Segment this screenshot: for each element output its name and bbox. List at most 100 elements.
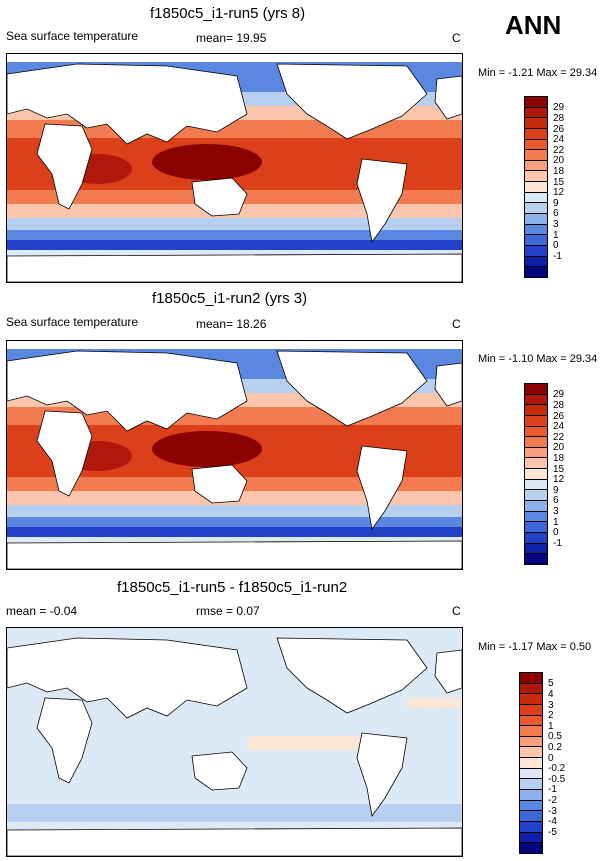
panel3-swatch: [520, 758, 542, 769]
panel1-swatch: [525, 118, 547, 129]
season-label: ANN: [505, 10, 562, 40]
panel1-tick: 0: [553, 240, 559, 251]
diff-southern-cool: [7, 804, 462, 822]
antarctica-land: [7, 540, 462, 569]
panel1-mean-label: mean= 19.95: [196, 31, 267, 45]
panel3-tick: 0.2: [548, 742, 562, 753]
europe-west-land: [434, 75, 462, 120]
panel1-swatch: [525, 107, 547, 119]
panel2-swatch: [525, 501, 547, 512]
africa-land: [36, 697, 93, 784]
panel1-swatch: [525, 160, 547, 172]
panel3-tick: 2: [548, 710, 554, 721]
panel3-tick: 0.5: [548, 731, 562, 742]
panel1-minmax: Min = -1.21 Max = 29.34: [478, 67, 598, 79]
panel3-title: f1850c5_i1-run5 - f1850c5_i1-run2: [117, 579, 348, 596]
panel1-swatch: [525, 150, 547, 161]
panel1-units: C: [452, 31, 461, 45]
panel2-tick: 29: [553, 389, 565, 400]
panel2-minmax: Min = -1.10 Max = 29.34: [478, 353, 598, 365]
panel2-tick: 15: [553, 464, 565, 475]
warm-pool: [152, 144, 262, 180]
panel2-tick: 0: [553, 527, 559, 538]
panel3-colorbar: [519, 672, 543, 854]
panel3-tick: 1: [548, 721, 554, 732]
panel3-tick: -5: [548, 827, 557, 838]
panel2-variable-label: Sea surface temperature: [6, 315, 139, 329]
panel3-tick: -1: [548, 784, 557, 795]
panel1-tick: 15: [553, 177, 565, 188]
band-antarctic-edge: [7, 250, 462, 256]
north-america-land: [276, 63, 428, 140]
diff-atlantic-warm: [407, 698, 462, 708]
panel1-tick: 22: [553, 145, 565, 156]
panel2-tick: 6: [553, 495, 559, 506]
panel2-swatch: [525, 458, 547, 470]
panel1-tick: 26: [553, 124, 565, 135]
panel1-tick: 24: [553, 134, 565, 145]
panel3-swatch: [520, 821, 542, 833]
panel3-tick: 4: [548, 689, 554, 700]
panel3-swatch: [520, 790, 542, 801]
band-cold-s: [7, 230, 462, 240]
panel1-swatch: [525, 267, 547, 277]
panel1-swatch: [525, 182, 547, 193]
north-america-land: [276, 637, 428, 714]
panel2-tick: 1: [553, 517, 559, 528]
panel1-variable-label: Sea surface temperature: [6, 29, 139, 43]
panel3-swatch: [520, 736, 542, 748]
panel2-swatch: [525, 522, 547, 533]
panel1-tick: -1: [553, 251, 562, 262]
panel3-units: C: [452, 604, 461, 618]
panel2-swatch: [525, 490, 547, 502]
panel2-swatch: [525, 469, 547, 480]
panel2-swatch: [525, 447, 547, 459]
south-america-land: [356, 732, 408, 817]
panel2-tick: 24: [553, 421, 565, 432]
south-america-land: [356, 445, 408, 530]
panel2-tick: 22: [553, 432, 565, 443]
band-polar-s: [7, 240, 462, 250]
panel1-tick: 9: [553, 198, 559, 209]
band-cold-s: [7, 517, 462, 527]
panel3-tick: 3: [548, 700, 554, 711]
panel1-swatch: [525, 139, 547, 151]
band-antarctic-edge: [7, 537, 462, 543]
panel3-swatch: [520, 800, 542, 812]
panel2-swatch: [525, 532, 547, 544]
panel3-swatch: [520, 726, 542, 737]
panel2-swatch: [525, 426, 547, 438]
panel3-tick: -0.2: [548, 763, 566, 774]
australia-land: [191, 751, 248, 791]
panel3-swatch: [520, 768, 542, 780]
panel2-swatch: [525, 405, 547, 416]
panel3-tick: 0: [548, 753, 554, 764]
panel1-swatch: [525, 214, 547, 225]
band-cool-s: [7, 505, 462, 517]
panel1-tick: 18: [553, 166, 565, 177]
panel3-diff-field: [7, 628, 462, 856]
panel2-map: [6, 340, 463, 570]
panel1-tick: 29: [553, 102, 565, 113]
eurasia-land: [7, 637, 248, 719]
panel3-swatch: [520, 832, 542, 844]
panel1-swatch: [525, 171, 547, 183]
panel2-tick: 12: [553, 474, 565, 485]
europe-west-land: [434, 362, 462, 407]
panel3-tick: -4: [548, 816, 557, 827]
panel1-tick: 20: [553, 155, 565, 166]
panel2-units: C: [452, 317, 461, 331]
panel2-title: f1850c5_i1-run2 (yrs 3): [152, 290, 308, 307]
panel1-swatch: [525, 256, 547, 268]
panel2-tick: 26: [553, 411, 565, 422]
panel3-swatch: [520, 779, 542, 791]
warm-pool: [152, 431, 262, 467]
panel3-swatch: [520, 694, 542, 705]
panel1-title: f1850c5_i1-run5 (yrs 8): [150, 5, 306, 22]
africa-land: [36, 123, 93, 210]
panel3-rmse-label: rmse = 0.07: [196, 604, 260, 618]
panel3-tick: -0.5: [548, 774, 566, 785]
panel1-tick: 12: [553, 187, 565, 198]
panel1-tick: 3: [553, 219, 559, 230]
band-polar-s: [7, 527, 462, 537]
